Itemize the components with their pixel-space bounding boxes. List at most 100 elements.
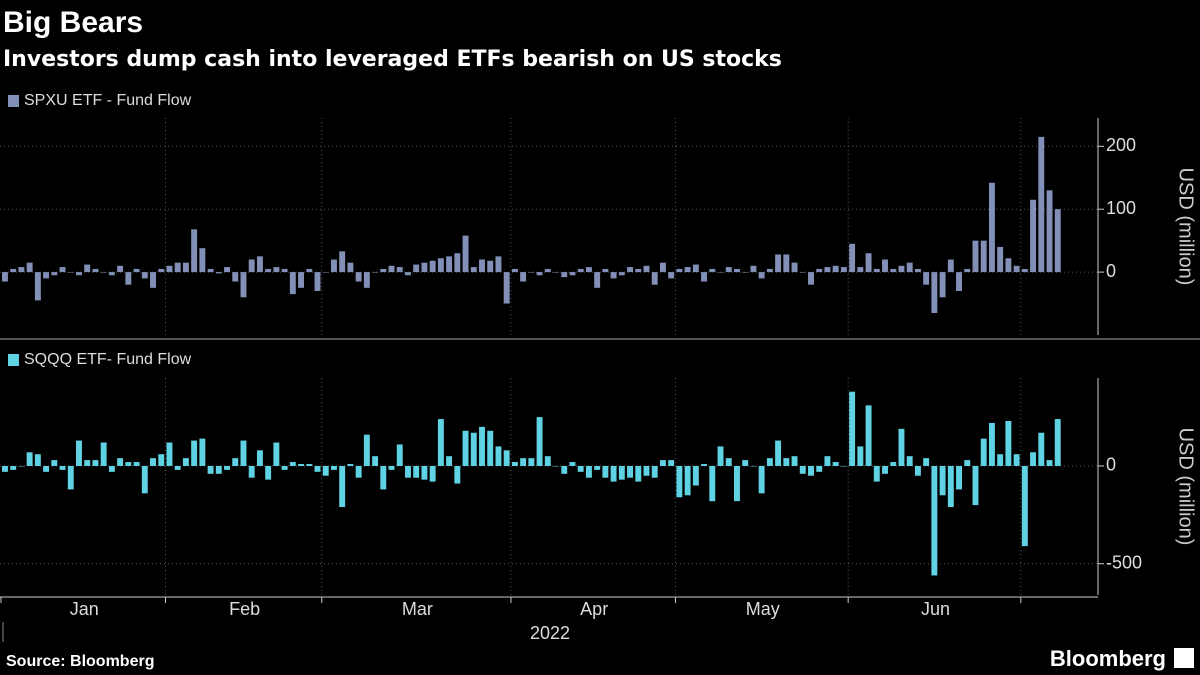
bar bbox=[133, 462, 140, 466]
bar bbox=[849, 243, 856, 273]
bar bbox=[947, 465, 954, 508]
bar bbox=[51, 272, 58, 276]
bar bbox=[873, 465, 880, 482]
bar bbox=[330, 465, 337, 470]
y-tick-label: 0 bbox=[1106, 261, 1116, 281]
bar bbox=[651, 465, 658, 478]
bar bbox=[956, 272, 962, 291]
bar bbox=[1046, 460, 1053, 466]
bar bbox=[857, 446, 864, 466]
bar bbox=[454, 465, 461, 484]
bar bbox=[849, 391, 856, 466]
bar bbox=[199, 438, 206, 466]
bar bbox=[709, 465, 716, 502]
bar bbox=[832, 265, 839, 273]
bar bbox=[997, 246, 1004, 273]
bar bbox=[10, 268, 17, 273]
bar bbox=[18, 267, 25, 273]
source: Source: Bloomberg bbox=[6, 653, 154, 670]
bar bbox=[18, 465, 25, 467]
bar bbox=[421, 262, 428, 273]
bar bbox=[100, 272, 107, 273]
bar bbox=[76, 440, 82, 466]
brand: Bloomberg bbox=[1050, 646, 1166, 671]
bar bbox=[939, 272, 946, 298]
bar bbox=[265, 268, 272, 273]
bar bbox=[454, 253, 461, 273]
chart-subtitle: Investors dump cash into leveraged ETFs … bbox=[3, 47, 782, 72]
bar bbox=[34, 272, 41, 301]
bar bbox=[396, 267, 403, 273]
bar bbox=[865, 253, 872, 273]
bar bbox=[273, 267, 280, 273]
bar bbox=[224, 267, 230, 273]
bar bbox=[651, 272, 658, 285]
bar bbox=[388, 465, 395, 470]
bar bbox=[487, 260, 494, 273]
bar bbox=[470, 267, 477, 273]
bar bbox=[437, 258, 444, 273]
bar bbox=[627, 267, 634, 273]
legend-label: SQQQ ETF- Fund Flow bbox=[24, 351, 192, 368]
legend-label: SPXU ETF - Fund Flow bbox=[24, 92, 192, 109]
bar bbox=[898, 428, 905, 466]
bar bbox=[659, 262, 666, 273]
bar bbox=[396, 444, 403, 466]
bar bbox=[561, 465, 568, 474]
bar bbox=[117, 265, 124, 273]
bar bbox=[602, 268, 609, 273]
bar bbox=[569, 462, 576, 466]
bar bbox=[635, 268, 642, 273]
x-tick-label: Apr bbox=[580, 599, 608, 619]
bar bbox=[470, 432, 477, 466]
bar bbox=[610, 465, 617, 482]
bar bbox=[536, 417, 543, 466]
bar bbox=[766, 268, 773, 273]
bar bbox=[26, 452, 33, 466]
bar bbox=[479, 259, 485, 273]
bar bbox=[890, 462, 897, 466]
x-tick-label: Feb bbox=[229, 599, 260, 619]
bar bbox=[322, 272, 329, 273]
bar bbox=[413, 264, 420, 273]
bar bbox=[100, 442, 107, 466]
bar bbox=[528, 458, 535, 466]
bar bbox=[191, 229, 198, 273]
bar bbox=[429, 465, 436, 482]
bar bbox=[158, 268, 165, 273]
bar bbox=[446, 456, 453, 466]
bar bbox=[174, 262, 181, 273]
bar bbox=[997, 454, 1004, 466]
bar bbox=[914, 268, 921, 273]
bar bbox=[10, 465, 17, 470]
y-axis-label: USD (million) bbox=[1175, 168, 1197, 286]
bar bbox=[182, 262, 189, 273]
bar bbox=[43, 465, 50, 472]
bar bbox=[676, 465, 683, 498]
bar bbox=[577, 268, 584, 273]
bar bbox=[972, 465, 979, 506]
bar bbox=[520, 458, 527, 466]
bar bbox=[511, 268, 518, 273]
bar bbox=[972, 240, 979, 273]
bar bbox=[585, 465, 592, 478]
bar bbox=[577, 465, 584, 472]
bar bbox=[668, 460, 675, 466]
bar bbox=[824, 267, 831, 273]
bar bbox=[544, 268, 551, 273]
bar bbox=[808, 465, 814, 476]
bar bbox=[298, 464, 305, 466]
bar bbox=[643, 265, 650, 273]
bar bbox=[816, 268, 823, 273]
bar bbox=[1005, 258, 1012, 273]
legend-swatch bbox=[8, 95, 19, 107]
bar bbox=[330, 259, 337, 273]
bar bbox=[355, 272, 362, 282]
bar bbox=[956, 465, 962, 490]
bar bbox=[314, 465, 321, 472]
bar bbox=[635, 465, 642, 482]
bar bbox=[429, 260, 436, 273]
bar bbox=[659, 460, 666, 466]
bar bbox=[775, 254, 782, 273]
bar bbox=[240, 440, 247, 466]
